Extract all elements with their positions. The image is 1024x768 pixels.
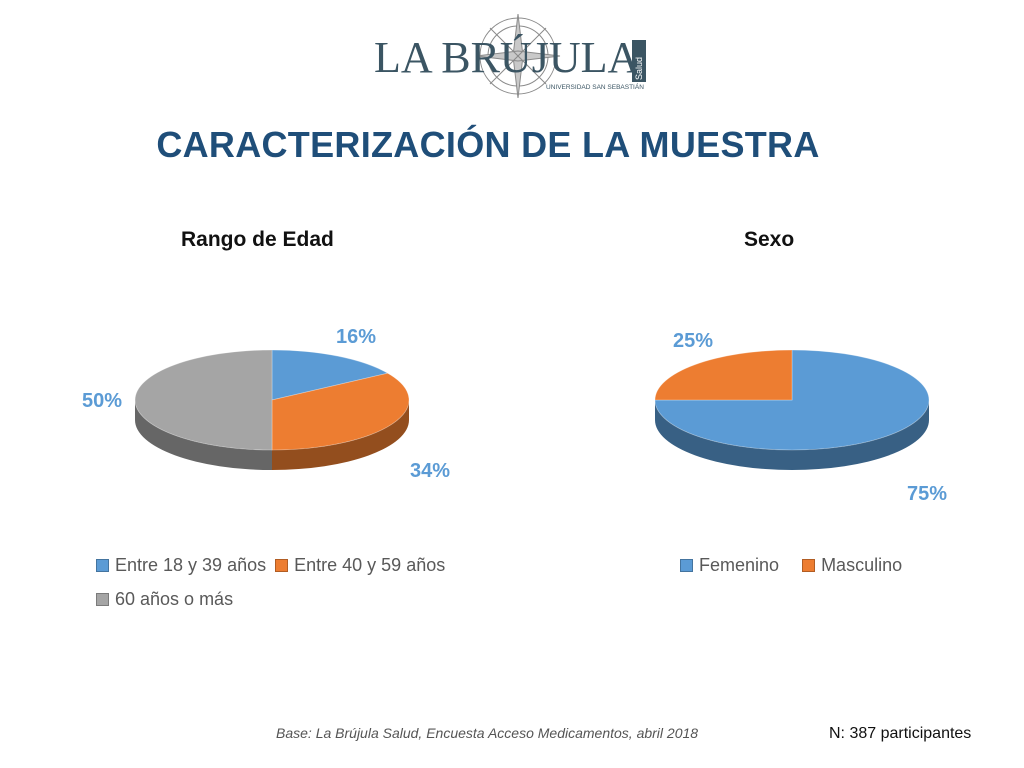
legend-item: 60 años o más — [96, 582, 233, 616]
data-label: 16% — [336, 326, 377, 348]
source-note: Base: La Brújula Salud, Encuesta Acceso … — [276, 725, 699, 741]
pie-chart-sex — [654, 349, 930, 470]
data-label: 50% — [82, 390, 123, 412]
legend-swatch — [96, 558, 109, 572]
pie-slice-side — [655, 400, 929, 470]
compass-icon — [475, 13, 561, 99]
pie-slice-side — [135, 400, 272, 470]
data-label: 75% — [907, 483, 948, 505]
legend-label: Masculino — [821, 554, 903, 575]
pie-slice-side — [272, 400, 409, 470]
data-label: 34% — [410, 460, 451, 482]
legend-label: Entre 40 y 59 años — [294, 554, 446, 575]
pie-slice — [654, 349, 930, 451]
legend-item: Masculino — [802, 548, 902, 582]
legend-item: Entre 18 y 39 años — [96, 548, 266, 582]
pie-slice — [271, 349, 389, 401]
legend-label: Femenino — [699, 554, 780, 575]
pie-chart-age — [134, 349, 410, 470]
pie-slice — [134, 349, 273, 451]
data-label: 25% — [673, 330, 714, 352]
legend-item: Entre 40 y 59 años — [275, 548, 445, 582]
pie-slice — [654, 349, 793, 401]
chart-title-sex: Sexo — [744, 228, 795, 251]
logo-side-text: Salud — [634, 57, 644, 80]
legend-swatch — [802, 558, 816, 572]
logo-text: LA BRÚJULA — [374, 33, 639, 82]
legend-swatch — [275, 558, 289, 572]
legend-swatch — [680, 558, 693, 572]
legend-swatch — [96, 592, 109, 606]
sample-size: N: 387 participantes — [829, 725, 972, 742]
chart-title-age: Rango de Edad — [181, 228, 334, 251]
legend-item: Femenino — [680, 548, 779, 582]
legend-label: Entre 18 y 39 años — [115, 554, 267, 575]
logo: LA BRÚJULA Salud UNIVERSIDAD SAN SEBASTI… — [370, 10, 660, 102]
page-title: CARACTERIZACIÓN DE LA MUESTRA — [156, 124, 820, 165]
legend-sex: Femenino Masculino — [680, 548, 980, 582]
legend-age: Entre 18 y 39 años Entre 40 y 59 años 60… — [96, 548, 476, 616]
legend-label: 60 años o más — [115, 588, 234, 609]
logo-subtitle: UNIVERSIDAD SAN SEBASTIÁN — [546, 82, 644, 91]
pie-slice — [271, 372, 410, 451]
